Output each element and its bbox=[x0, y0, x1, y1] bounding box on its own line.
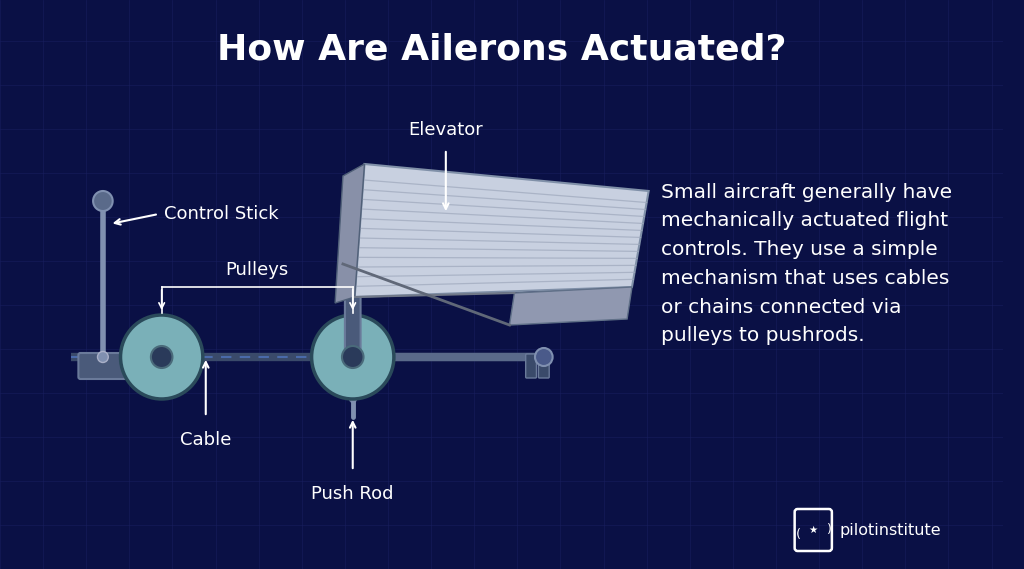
Circle shape bbox=[97, 352, 109, 362]
Text: How Are Ailerons Actuated?: How Are Ailerons Actuated? bbox=[217, 32, 786, 66]
FancyBboxPatch shape bbox=[79, 353, 127, 379]
FancyBboxPatch shape bbox=[345, 288, 360, 362]
Text: pilotinstitute: pilotinstitute bbox=[840, 523, 941, 538]
Polygon shape bbox=[510, 287, 632, 325]
FancyBboxPatch shape bbox=[539, 354, 549, 378]
Text: Cable: Cable bbox=[180, 431, 231, 449]
Circle shape bbox=[535, 348, 553, 366]
Circle shape bbox=[93, 191, 113, 211]
Text: ): ) bbox=[827, 523, 833, 537]
Circle shape bbox=[311, 315, 394, 399]
Text: Small aircraft generally have
mechanically actuated flight
controls. They use a : Small aircraft generally have mechanical… bbox=[662, 183, 952, 345]
Text: Pulleys: Pulleys bbox=[225, 261, 289, 279]
Circle shape bbox=[342, 346, 364, 368]
Polygon shape bbox=[335, 164, 365, 303]
Text: Control Stick: Control Stick bbox=[164, 205, 279, 223]
Text: ): ) bbox=[795, 523, 799, 537]
Text: Push Rod: Push Rod bbox=[311, 485, 394, 503]
FancyBboxPatch shape bbox=[525, 354, 537, 378]
Text: ★: ★ bbox=[809, 525, 818, 535]
Polygon shape bbox=[354, 164, 648, 297]
Circle shape bbox=[121, 315, 203, 399]
Text: Elevator: Elevator bbox=[409, 121, 483, 139]
Circle shape bbox=[151, 346, 172, 368]
